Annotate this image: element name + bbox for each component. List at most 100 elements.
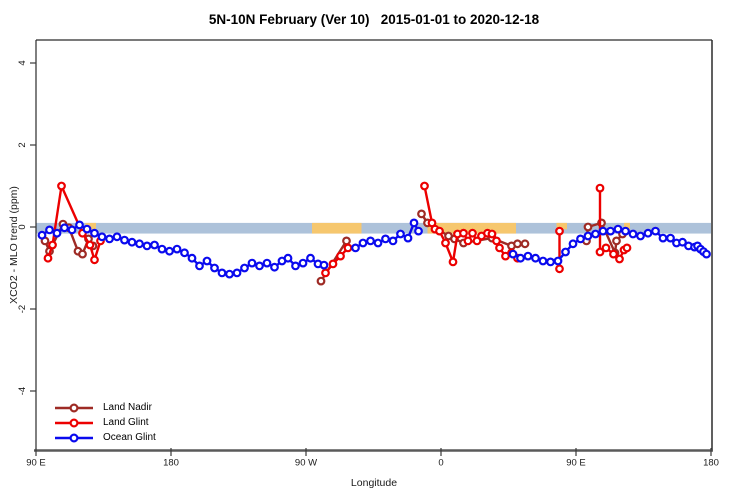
series-ocean-glint-point [270,262,279,272]
land-patch [556,222,567,230]
series-ocean-glint-point [298,258,308,268]
series-land-glint-point [90,255,99,265]
series-land-glint-point [601,243,611,253]
series-ocean-glint-point [262,258,272,268]
x-axis-tick-label: 90 W [295,458,317,469]
series-ocean-glint-point [576,234,585,244]
series-land-glint-point [595,247,605,257]
series-ocean-glint-point [553,256,563,266]
series-ocean-glint-point [628,229,638,239]
legend-item-land-glint: Land Glint [52,415,156,430]
series-ocean-glint-point [366,236,375,246]
series-ocean-glint-point [351,243,360,253]
series-land-glint-point [595,183,605,193]
legend-item-land-nadir: Land Nadir [52,400,156,415]
series-ocean-glint-point [523,251,533,261]
series-land-glint-point [468,228,477,238]
x-axis-tick-label: 90 E [26,458,46,469]
series-land-glint-point [321,268,330,278]
y-axis-tick-label: 4 [17,60,28,65]
x-axis-label: Longitude [350,477,398,489]
series-land-glint-point [555,264,564,274]
series-land-glint-point [492,236,501,246]
series-land-glint-line [324,246,350,275]
series-ocean-glint-point [516,253,525,263]
series-ocean-glint-point [52,228,62,238]
x-axis-tick-label: 90 E [566,458,586,469]
series-land-glint-point [555,226,564,236]
series-land-nadir-point [342,236,351,246]
series-ocean-glint-point [546,257,555,267]
series-ocean-glint-point [45,225,54,235]
series-ocean-glint-point [97,232,107,242]
series-ocean-glint-point [291,261,300,271]
series-ocean-glint-point [255,261,264,271]
series-land-nadir-point [78,249,87,259]
series-land-glint-point [43,253,53,263]
series-ocean-glint-point [381,234,390,244]
land-glint-marker-icon [55,417,93,428]
ocean-glint-marker-icon [55,432,93,443]
series-ocean-glint-point [232,268,242,278]
series-ocean-glint-point [247,258,257,268]
x-axis-tick-label: 180 [703,458,719,469]
series-ocean-glint-point [90,228,99,238]
series-ocean-glint-point [583,231,593,241]
series-land-glint-point [328,259,338,269]
series-ocean-glint-point [283,253,293,263]
land-nadir-marker-icon [55,402,93,413]
x-axis-tick-label: 0 [438,458,443,469]
series-ocean-glint-point [414,226,423,236]
zero-band [36,222,711,234]
legend-label: Ocean Glint [103,432,156,443]
series-ocean-glint-point [37,230,47,240]
series-ocean-glint-point [75,220,84,230]
legend: Land Nadir Land Glint Ocean Glint [52,400,156,445]
series-ocean-glint-point [678,237,687,247]
series-ocean-glint-point [403,233,413,243]
series-ocean-glint-point [306,253,315,263]
series-ocean-glint-point [621,226,630,236]
series-ocean-glint-point [561,247,570,257]
series-land-glint-point [420,181,429,191]
land-patch [312,222,362,234]
series-ocean-glint-point [702,249,711,259]
series-ocean-glint-point [105,234,114,244]
land-patch [85,222,96,230]
series-ocean-glint-point [172,244,182,254]
series-land-glint-point [609,249,618,259]
series-ocean-glint-point [373,238,383,248]
y-axis-tick-label: -2 [17,305,28,313]
series-land-glint-point [487,229,497,239]
series-ocean-glint-point [643,228,653,238]
series-ocean-glint-point [409,218,419,228]
series-land-glint-point [459,228,468,238]
series-ocean-glint-point [613,224,623,234]
series-ocean-glint-point [396,229,405,239]
y-axis-tick-label: 0 [17,224,28,229]
series-land-glint-point [622,243,632,253]
series-ocean-glint-point [112,232,122,242]
series-ocean-glint-point [591,229,600,239]
legend-label: Land Glint [103,417,149,428]
series-land-nadir-point [520,239,530,249]
series-ocean-glint-point [598,226,608,236]
series-ocean-glint-point [127,237,137,247]
series-ocean-glint-point [157,244,167,254]
series-ocean-glint-point [666,233,675,243]
series-ocean-glint-point [658,233,668,243]
series-land-glint-point [343,243,353,253]
series-land-glint-point [48,240,57,250]
series-land-nadir-point [612,236,621,246]
series-ocean-glint-point [180,248,189,258]
series-ocean-glint-point [67,225,77,235]
series-ocean-glint-point [636,231,645,241]
series-ocean-glint-point [135,239,144,249]
series-ocean-glint-point [388,236,398,246]
series-land-glint-point [463,236,473,246]
x-axis-tick-label: 180 [163,458,179,469]
legend-item-ocean-glint: Ocean Glint [52,430,156,445]
series-ocean-glint-point [225,269,234,279]
series-land-glint-point [615,254,624,264]
